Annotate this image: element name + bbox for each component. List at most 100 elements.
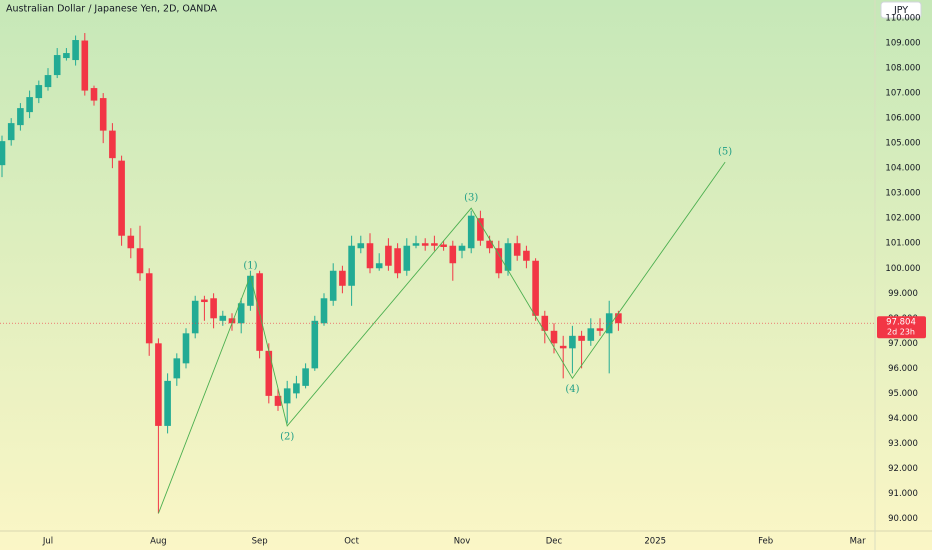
y-tick-label: 93.000: [888, 439, 918, 449]
candle-body: [532, 260, 539, 316]
candle-body: [0, 141, 6, 166]
candle-body: [35, 85, 43, 99]
y-tick-label: 95.000: [888, 389, 918, 399]
candle-body: [412, 243, 420, 246]
candle-body: [578, 335, 585, 341]
candle-body: [440, 244, 447, 247]
candle-body: [109, 130, 116, 159]
x-tick-label: Sep: [252, 537, 268, 547]
candle-body: [90, 88, 98, 101]
candle-body: [164, 380, 171, 426]
candle-body: [81, 40, 89, 91]
candle-body: [569, 335, 576, 349]
wave-label: (4): [565, 384, 579, 395]
candle-body: [348, 245, 355, 286]
y-tick-label: 100.000: [885, 264, 920, 274]
wave-label: (1): [243, 260, 257, 271]
candle-body: [155, 343, 162, 426]
candle-body: [182, 333, 190, 364]
candle-body: [320, 298, 328, 324]
candle-body: [550, 330, 558, 344]
candle-body: [311, 320, 319, 369]
countdown-label: 2d 23h: [887, 328, 915, 337]
y-tick-label: 94.000: [888, 414, 918, 424]
candle-body: [237, 303, 245, 324]
x-tick-label: Jul: [42, 537, 53, 547]
currency-label: JPY: [893, 5, 908, 16]
wave-label: (2): [280, 431, 294, 442]
y-tick-label: 108.000: [885, 64, 920, 74]
y-tick-label: 106.000: [885, 114, 920, 124]
x-tick-label: Nov: [454, 537, 471, 547]
candle-body: [118, 160, 125, 236]
candle-body: [421, 243, 429, 246]
x-tick-label: Dec: [546, 537, 563, 547]
candle-body: [587, 328, 595, 341]
candle-body: [247, 275, 254, 306]
candle-body: [477, 218, 484, 241]
candle-body: [375, 263, 383, 269]
candle-body: [219, 315, 227, 321]
y-tick-label: 107.000: [885, 89, 920, 99]
chart-title: Australian Dollar / Japanese Yen, 2D, OA…: [6, 4, 218, 15]
last-price-badge: [877, 316, 926, 339]
candle-body: [615, 313, 622, 324]
candle-body: [394, 248, 401, 274]
y-tick-label: 105.000: [885, 139, 920, 149]
y-tick-label: 110.000: [885, 14, 920, 24]
candle-body: [541, 315, 549, 331]
y-tick-label: 97.000: [888, 339, 918, 349]
candle-body: [210, 298, 217, 319]
x-tick-label: 2025: [644, 537, 666, 547]
x-tick-label: Feb: [758, 537, 773, 547]
candle-body: [283, 388, 291, 404]
candle-body: [293, 383, 300, 394]
x-tick-label: Oct: [344, 537, 359, 547]
y-tick-label: 92.000: [888, 464, 918, 474]
candle-body: [63, 53, 70, 59]
candle-body: [596, 328, 604, 331]
candle-body: [523, 250, 530, 261]
x-tick-label: Aug: [150, 537, 167, 547]
y-tick-label: 91.000: [888, 489, 918, 499]
candle-body: [357, 243, 365, 249]
candle-body: [44, 75, 52, 88]
y-tick-label: 101.000: [885, 239, 920, 249]
candle-body: [495, 248, 503, 274]
candle-body: [17, 108, 24, 126]
candle-body: [145, 273, 153, 344]
candle-body: [265, 350, 273, 396]
candle-body: [26, 97, 33, 113]
candle-body: [191, 300, 199, 334]
candle-body: [366, 243, 374, 269]
candle-body: [329, 270, 337, 301]
candle-body: [458, 245, 466, 251]
candle-body: [201, 299, 208, 303]
wave-label: (3): [464, 193, 478, 204]
wave-line: [157, 161, 726, 514]
candle-body: [274, 395, 282, 406]
candle-body: [7, 123, 15, 141]
y-tick-label: 104.000: [885, 164, 920, 174]
candle-body: [467, 215, 475, 249]
y-tick-label: 99.000: [888, 289, 918, 299]
candle-body: [513, 243, 521, 256]
candle-body: [449, 245, 457, 264]
candle-body: [339, 270, 346, 286]
candle-body: [486, 240, 493, 249]
wave-label: (5): [718, 147, 732, 158]
candle-body: [228, 318, 236, 324]
candle-body: [504, 243, 512, 271]
candle-body: [559, 345, 567, 349]
currency-button[interactable]: [880, 1, 922, 19]
candle-body: [136, 248, 144, 274]
candle-body: [173, 358, 181, 379]
candle-body: [302, 368, 309, 386]
y-tick-label: 103.000: [885, 189, 920, 199]
candle-body: [53, 55, 61, 76]
candle-body: [127, 235, 135, 249]
x-tick-label: Mar: [850, 537, 867, 547]
y-tick-label: 102.000: [885, 214, 920, 224]
